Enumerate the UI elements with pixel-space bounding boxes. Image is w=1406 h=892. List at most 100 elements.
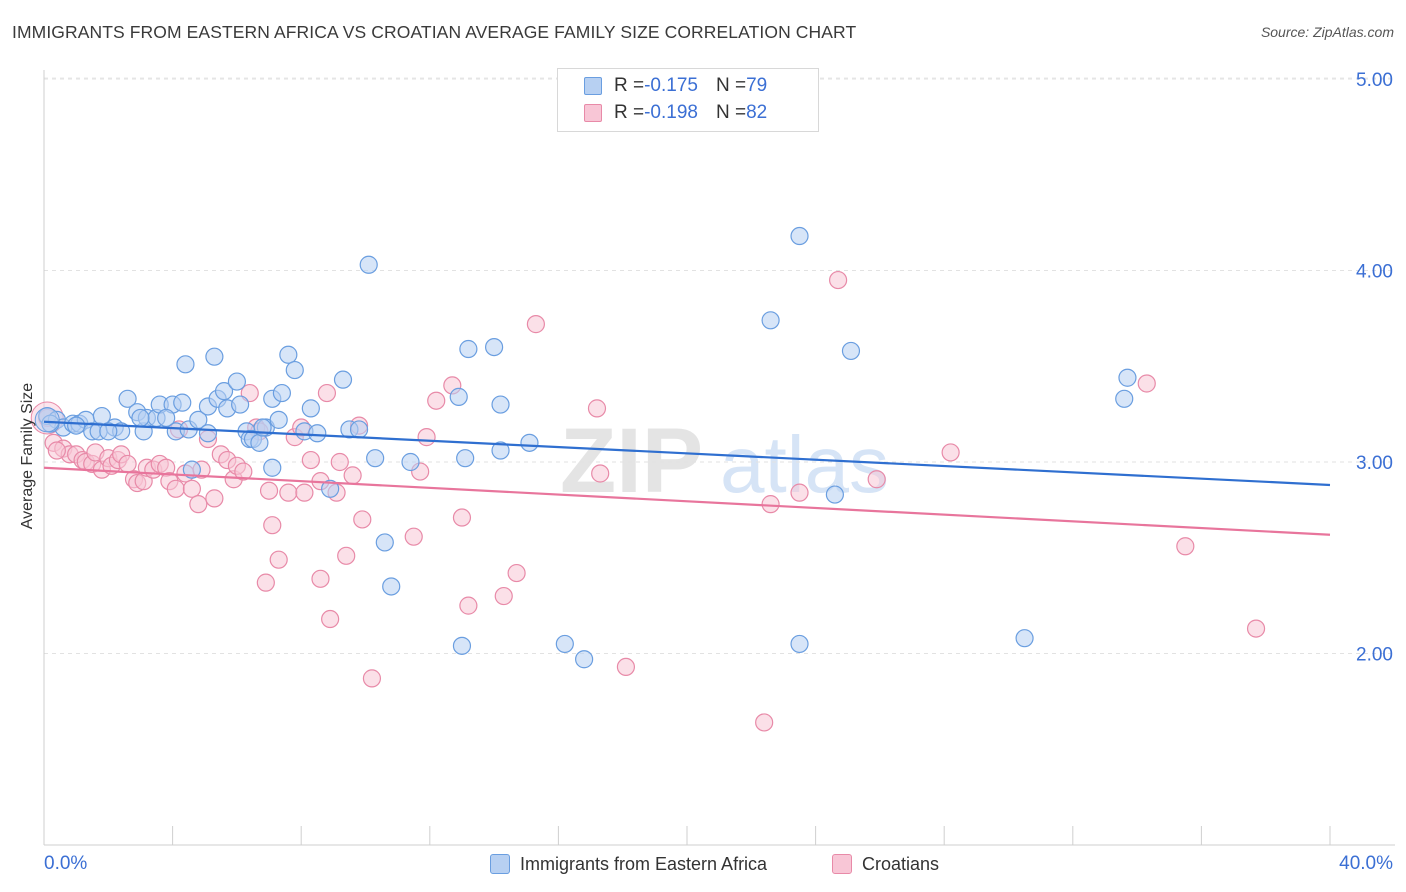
croatian-point	[526, 315, 545, 334]
croatian-point	[321, 609, 340, 629]
croatian-point	[205, 489, 224, 508]
n-value: 82	[746, 102, 768, 123]
y-tick-label: 3.00	[1356, 453, 1393, 474]
n-label: N =	[715, 102, 747, 123]
croatian-point	[494, 586, 513, 606]
eastern-africa-point	[790, 634, 809, 654]
eastern-africa-point	[790, 226, 809, 246]
croatian-point	[311, 569, 330, 588]
croatian-point	[47, 441, 66, 460]
eastern-africa-point	[359, 255, 378, 274]
eastern-africa-point	[301, 399, 320, 418]
eastern-africa-point	[279, 345, 298, 364]
eastern-africa-point	[250, 433, 269, 452]
eastern-africa-point	[841, 341, 861, 361]
croatian-point	[761, 495, 780, 514]
croatian-point	[256, 573, 275, 592]
croatian-point	[269, 550, 288, 569]
croatian-point	[452, 508, 472, 527]
croatian-point	[118, 454, 137, 474]
eastern-africa-point	[173, 393, 192, 412]
croatian-point	[343, 466, 362, 485]
croatian-point	[166, 479, 185, 498]
eastern-africa-point	[382, 577, 401, 596]
grid-lines	[44, 77, 1395, 654]
eastern-africa-point	[285, 360, 304, 380]
croatian-point	[941, 443, 960, 462]
blue-swatch	[584, 77, 602, 95]
eastern-africa-point	[491, 395, 510, 414]
croatian-point	[616, 657, 636, 677]
eastern-africa-point	[349, 420, 369, 439]
eastern-africa-point	[375, 533, 394, 552]
chart-title: IMMIGRANTS FROM EASTERN AFRICA VS CROATI…	[12, 22, 857, 42]
eastern-africa-point	[198, 424, 218, 443]
r-label: R =	[614, 102, 645, 123]
croatian-point	[587, 399, 607, 418]
eastern-africa-point	[269, 410, 288, 429]
eastern-africa-point	[366, 449, 385, 468]
eastern-africa-point	[99, 422, 118, 441]
croatian-point	[867, 470, 886, 489]
croatian-point	[353, 510, 372, 529]
croatian-point	[301, 450, 320, 470]
eastern-africa-point	[118, 389, 137, 408]
croatian-point	[417, 428, 436, 447]
eastern-africa-point	[491, 441, 510, 460]
r-label: R =	[614, 75, 645, 96]
eastern-africa-points	[34, 226, 1137, 669]
stats-row-eastern-africa: R = -0.175 N = 79	[584, 73, 767, 99]
eastern-africa-point	[761, 311, 780, 330]
eastern-africa-point	[1118, 368, 1137, 387]
eastern-africa-point	[401, 452, 420, 472]
croatian-point	[790, 483, 809, 502]
eastern-africa-trend-line	[43, 420, 1331, 487]
croatian-point	[1137, 374, 1156, 393]
y-tick-label: 4.00	[1356, 262, 1393, 283]
croatian-point	[182, 479, 201, 498]
croatian-point	[330, 452, 349, 472]
tick-labels: 2.00 3.00 4.00 5.00 0.0% 40.0%	[44, 70, 1393, 874]
eastern-africa-point	[452, 636, 472, 655]
stats-legend: R = -0.175 N = 79 R = -0.198 N = 82	[557, 68, 819, 132]
eastern-africa-point	[825, 485, 844, 504]
croatian-point	[234, 462, 253, 481]
croatian-point	[1246, 619, 1266, 638]
eastern-africa-point	[205, 347, 224, 366]
eastern-africa-point	[555, 634, 574, 654]
eastern-africa-point	[1015, 629, 1034, 648]
croatian-point	[507, 563, 526, 583]
eastern-africa-point	[308, 424, 327, 443]
legend-item-croatians[interactable]: Croatians	[832, 852, 939, 876]
legend-label: Immigrants from Eastern Africa	[520, 853, 768, 874]
y-axis-label: Average Family Size	[19, 382, 36, 530]
croatian-point	[263, 516, 282, 535]
source-credit: Source: ZipAtlas.com	[1260, 24, 1394, 40]
blue-swatch	[490, 854, 510, 874]
n-value: 79	[746, 75, 768, 96]
croatian-point	[459, 596, 478, 615]
pink-swatch	[832, 854, 852, 874]
stats-row-croatians: R = -0.198 N = 82	[584, 100, 767, 126]
croatian-point	[362, 669, 382, 688]
legend-item-eastern-africa[interactable]: Immigrants from Eastern Africa	[490, 852, 767, 876]
eastern-africa-point	[67, 416, 86, 435]
x-tick-label-min: 0.0%	[44, 853, 87, 874]
croatian-point	[189, 495, 208, 514]
r-value: -0.198	[644, 102, 698, 123]
x-tick-label-max: 40.0%	[1339, 853, 1393, 874]
y-tick-label: 2.00	[1356, 645, 1393, 666]
legend-label: Croatians	[862, 853, 940, 874]
croatian-point	[259, 481, 279, 500]
croatian-point	[755, 713, 774, 732]
croatian-point	[337, 546, 356, 565]
eastern-africa-point-large	[34, 407, 60, 433]
r-value: -0.175	[644, 75, 698, 96]
eastern-africa-point	[459, 339, 478, 359]
eastern-africa-point	[182, 460, 201, 479]
eastern-africa-point	[449, 387, 468, 406]
croatians-trend-line	[43, 466, 1331, 536]
croatian-point	[829, 270, 848, 290]
croatian-point	[591, 464, 610, 483]
